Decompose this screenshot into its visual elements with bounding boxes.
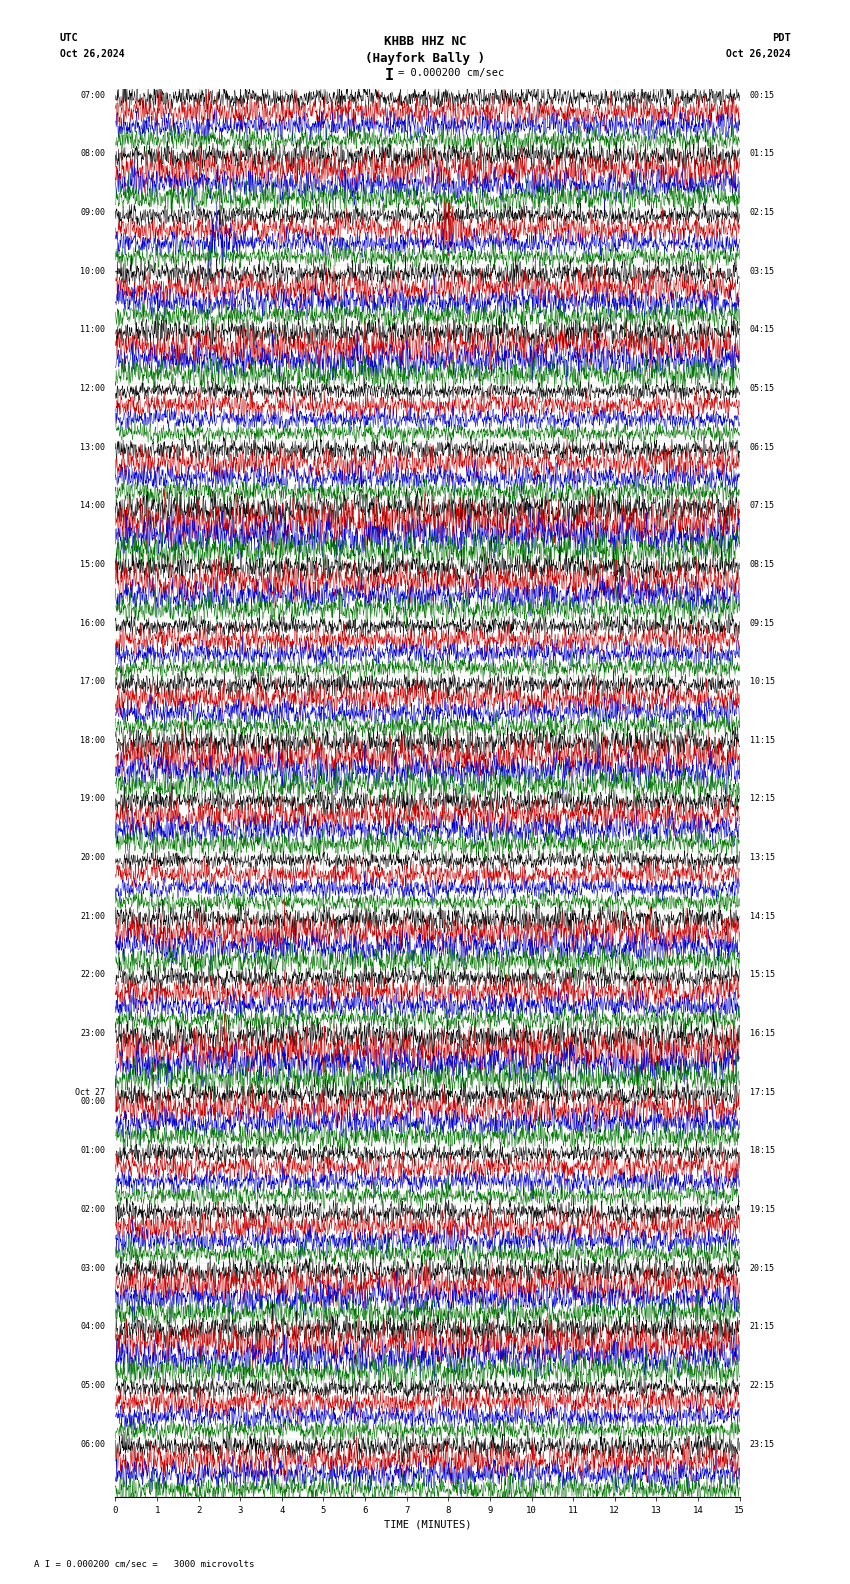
- Text: 17:15: 17:15: [750, 1088, 775, 1096]
- Text: Oct 26,2024: Oct 26,2024: [726, 49, 790, 59]
- Text: 05:15: 05:15: [750, 383, 775, 393]
- Text: 11:00: 11:00: [80, 325, 105, 334]
- Text: 08:00: 08:00: [80, 149, 105, 158]
- Text: 00:15: 00:15: [750, 90, 775, 100]
- Text: 01:15: 01:15: [750, 149, 775, 158]
- Text: 10:15: 10:15: [750, 678, 775, 686]
- Text: 05:00: 05:00: [80, 1381, 105, 1391]
- Text: KHBB HHZ NC: KHBB HHZ NC: [383, 35, 467, 48]
- Text: 04:00: 04:00: [80, 1323, 105, 1332]
- Text: 23:15: 23:15: [750, 1440, 775, 1449]
- Text: 15:00: 15:00: [80, 559, 105, 569]
- Text: 14:00: 14:00: [80, 501, 105, 510]
- Text: 07:00: 07:00: [80, 90, 105, 100]
- Text: 19:15: 19:15: [750, 1205, 775, 1213]
- Text: PDT: PDT: [772, 33, 791, 43]
- Text: 03:15: 03:15: [750, 266, 775, 276]
- Text: 22:00: 22:00: [80, 971, 105, 979]
- Text: A I = 0.000200 cm/sec =   3000 microvolts: A I = 0.000200 cm/sec = 3000 microvolts: [34, 1559, 254, 1568]
- Text: 04:15: 04:15: [750, 325, 775, 334]
- Text: Oct 27: Oct 27: [75, 1088, 105, 1096]
- Text: 09:00: 09:00: [80, 208, 105, 217]
- Text: 15:15: 15:15: [750, 971, 775, 979]
- Text: 16:00: 16:00: [80, 618, 105, 627]
- Text: 18:15: 18:15: [750, 1147, 775, 1155]
- Text: 02:00: 02:00: [80, 1205, 105, 1213]
- Text: 18:00: 18:00: [80, 737, 105, 744]
- Text: 07:15: 07:15: [750, 501, 775, 510]
- Text: UTC: UTC: [60, 33, 78, 43]
- Text: 13:15: 13:15: [750, 854, 775, 862]
- Text: 03:00: 03:00: [80, 1264, 105, 1274]
- Text: 12:15: 12:15: [750, 795, 775, 803]
- Text: = 0.000200 cm/sec: = 0.000200 cm/sec: [398, 68, 504, 78]
- Text: 17:00: 17:00: [80, 678, 105, 686]
- Text: I: I: [385, 68, 394, 82]
- Text: 21:15: 21:15: [750, 1323, 775, 1332]
- Text: 22:15: 22:15: [750, 1381, 775, 1391]
- Text: 23:00: 23:00: [80, 1030, 105, 1038]
- Text: 11:15: 11:15: [750, 737, 775, 744]
- Text: Oct 26,2024: Oct 26,2024: [60, 49, 124, 59]
- Text: 20:00: 20:00: [80, 854, 105, 862]
- Text: 12:00: 12:00: [80, 383, 105, 393]
- X-axis label: TIME (MINUTES): TIME (MINUTES): [383, 1519, 471, 1530]
- Text: 20:15: 20:15: [750, 1264, 775, 1274]
- Text: 00:00: 00:00: [80, 1098, 105, 1106]
- Text: 08:15: 08:15: [750, 559, 775, 569]
- Text: 06:15: 06:15: [750, 442, 775, 451]
- Text: 09:15: 09:15: [750, 618, 775, 627]
- Text: 01:00: 01:00: [80, 1147, 105, 1155]
- Text: 06:00: 06:00: [80, 1440, 105, 1449]
- Text: 21:00: 21:00: [80, 912, 105, 920]
- Text: 19:00: 19:00: [80, 795, 105, 803]
- Text: 02:15: 02:15: [750, 208, 775, 217]
- Text: 10:00: 10:00: [80, 266, 105, 276]
- Text: 16:15: 16:15: [750, 1030, 775, 1038]
- Text: 13:00: 13:00: [80, 442, 105, 451]
- Text: 14:15: 14:15: [750, 912, 775, 920]
- Text: (Hayfork Bally ): (Hayfork Bally ): [365, 52, 485, 65]
